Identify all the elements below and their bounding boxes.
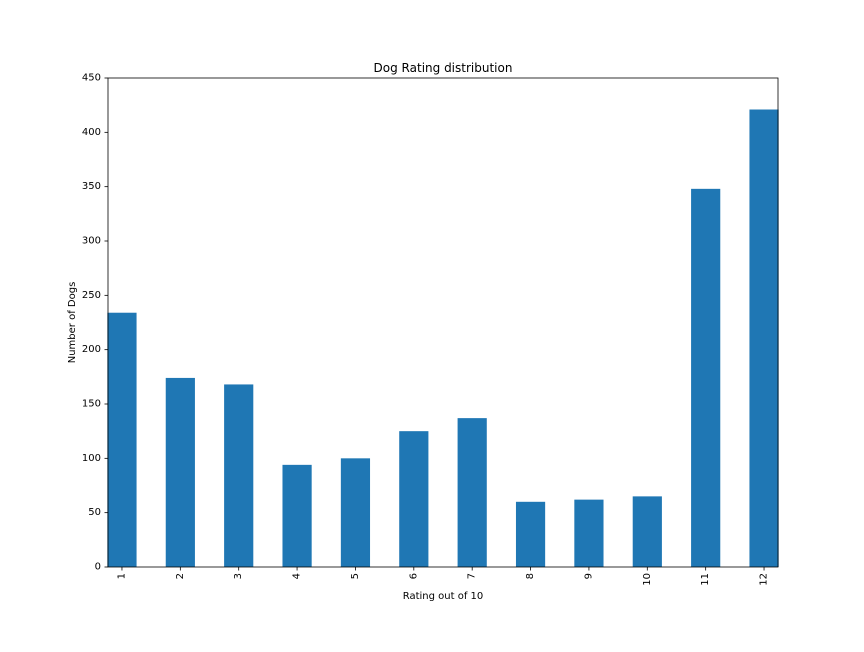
x-tick-label-4: 4 [292, 573, 303, 579]
y-tick-label-300: 300 [82, 236, 101, 247]
x-tick-label-6: 6 [408, 573, 419, 579]
ticks-group: 1 2 3 4 5 6 7 8 9 10 11 120501001502002503003504004… [82, 73, 770, 586]
bar-9 [574, 499, 604, 567]
y-tick-label-0: 0 [95, 562, 101, 573]
y-axis-label: Number of Dogs [67, 282, 78, 364]
x-tick-label-7: 7 [467, 573, 478, 579]
x-tick-label-3: 3 [233, 573, 244, 579]
x-axis-label: Rating out of 10 [403, 591, 484, 602]
bar-10 [632, 496, 662, 567]
y-tick-label-100: 100 [82, 453, 101, 464]
y-tick-label-400: 400 [82, 127, 101, 138]
bar-2 [165, 377, 195, 567]
x-tick-label-2: 2 [175, 573, 186, 579]
bar-11 [691, 188, 721, 567]
x-tick-label-12: 12 [759, 573, 770, 586]
y-tick-label-200: 200 [82, 344, 101, 355]
bar-4 [282, 464, 312, 567]
y-tick-label-150: 150 [82, 399, 101, 410]
x-tick-label-8: 8 [525, 573, 536, 579]
x-tick-label-11: 11 [700, 573, 711, 586]
y-tick-label-450: 450 [82, 73, 101, 84]
x-tick-label-1: 1 [116, 573, 127, 579]
plot-frame [107, 77, 779, 568]
plot-area [108, 78, 778, 567]
x-tick-label-5: 5 [350, 573, 361, 579]
bar-1 [107, 312, 137, 567]
y-tick-label-50: 50 [88, 507, 101, 518]
y-tick-label-350: 350 [82, 181, 101, 192]
bar-7 [457, 418, 487, 567]
chart-title: Dog Rating distribution [374, 61, 513, 75]
bar-5 [340, 458, 371, 567]
x-tick-label-9: 9 [583, 573, 594, 579]
bar-6 [399, 431, 429, 567]
bar-3 [224, 384, 254, 567]
x-tick-label-10: 10 [642, 573, 653, 586]
bar-12 [749, 109, 779, 567]
y-tick-label-250: 250 [82, 290, 101, 301]
bar-8 [515, 501, 546, 567]
bars-group [107, 109, 779, 567]
